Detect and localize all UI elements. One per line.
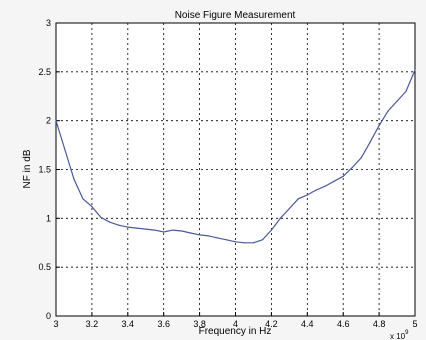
data-point bbox=[270, 229, 272, 231]
x-tick-label: 4.4 bbox=[301, 319, 314, 329]
data-point bbox=[405, 90, 407, 92]
data-point bbox=[279, 217, 281, 219]
data-point bbox=[64, 149, 66, 151]
x-tick-label: 3.8 bbox=[193, 319, 206, 329]
y-tick-label: 2.5 bbox=[38, 67, 51, 77]
y-tick-label: 1.5 bbox=[38, 165, 51, 175]
data-point bbox=[315, 189, 317, 191]
data-point bbox=[127, 226, 129, 228]
data-point bbox=[100, 216, 102, 218]
data-point bbox=[207, 235, 210, 237]
x-tick-label: 4.8 bbox=[373, 319, 386, 329]
data-point bbox=[154, 229, 156, 231]
x-tick-label: 4.6 bbox=[337, 319, 350, 329]
data-point bbox=[190, 232, 192, 234]
data-point bbox=[55, 120, 57, 122]
data-point bbox=[396, 100, 398, 102]
data-point bbox=[181, 230, 183, 232]
y-tick-label: 0.5 bbox=[38, 262, 51, 272]
x-axis-exponent: x 109 bbox=[390, 330, 409, 340]
x-exponent-base: x 10 bbox=[390, 332, 406, 340]
y-tick-label: 1 bbox=[46, 213, 51, 223]
data-point bbox=[288, 207, 290, 210]
data-point bbox=[252, 242, 255, 244]
x-tick-label: 3 bbox=[53, 319, 58, 329]
data-point bbox=[136, 227, 138, 229]
data-point bbox=[414, 69, 416, 71]
data-point bbox=[324, 185, 326, 187]
data-point bbox=[342, 175, 344, 177]
data-point bbox=[360, 157, 362, 159]
y-tick-label: 2 bbox=[46, 116, 51, 126]
y-tick-label: 3 bbox=[46, 18, 51, 28]
data-point bbox=[306, 194, 308, 196]
x-tick-label: 3.4 bbox=[122, 319, 135, 329]
x-axis-label: Frequency in Hz bbox=[199, 326, 272, 337]
data-point bbox=[199, 234, 201, 236]
data-point bbox=[118, 224, 120, 226]
data-point bbox=[73, 178, 75, 180]
x-tick-label: 3.2 bbox=[86, 319, 99, 329]
data-point bbox=[82, 198, 84, 200]
data-point bbox=[109, 221, 111, 223]
data-point bbox=[234, 241, 237, 243]
y-tick-label: 0 bbox=[46, 311, 51, 321]
data-point bbox=[378, 124, 380, 127]
data-point bbox=[333, 180, 335, 182]
x-tick-label: 4 bbox=[233, 319, 238, 329]
data-point bbox=[225, 239, 228, 241]
data-point bbox=[145, 228, 147, 230]
data-point bbox=[351, 166, 353, 169]
grid-lines bbox=[56, 23, 415, 316]
data-point bbox=[297, 198, 299, 200]
x-tick-label: 3.6 bbox=[157, 319, 170, 329]
x-tick-label: 5 bbox=[412, 319, 417, 329]
data-point bbox=[261, 239, 264, 241]
data-point bbox=[387, 110, 389, 112]
x-exponent-power: 9 bbox=[405, 330, 409, 336]
data-point bbox=[172, 229, 174, 231]
y-axis-label: NF in dB bbox=[22, 149, 33, 188]
chart-title: Noise Figure Measurement bbox=[175, 10, 296, 21]
axis-ticks: 3 3.2 3.4 3.6 3.8 4 4.2 4.4 4.6 4.8 5 0 0.5 1 1.5 2 2.5 3 bbox=[38, 18, 417, 329]
data-point bbox=[243, 242, 246, 244]
data-point bbox=[91, 206, 93, 208]
data-series bbox=[55, 69, 416, 244]
data-point bbox=[163, 231, 165, 233]
x-tick-label: 4.2 bbox=[265, 319, 278, 329]
data-point bbox=[216, 237, 219, 239]
data-point bbox=[369, 141, 371, 143]
